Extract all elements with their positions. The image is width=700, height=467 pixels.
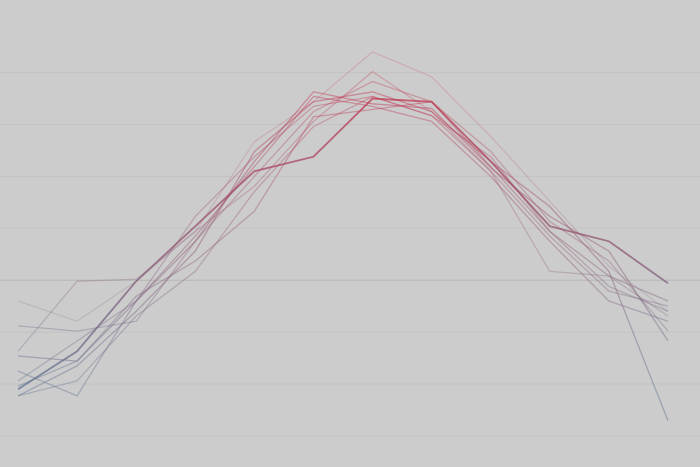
series-line xyxy=(17,95,669,397)
series-line xyxy=(17,97,669,390)
series-line xyxy=(17,80,669,332)
series-line xyxy=(17,91,669,362)
series-line xyxy=(17,51,669,322)
series-line xyxy=(17,101,669,387)
series-line xyxy=(17,91,669,422)
series-line xyxy=(17,95,669,397)
series-line xyxy=(17,70,669,352)
